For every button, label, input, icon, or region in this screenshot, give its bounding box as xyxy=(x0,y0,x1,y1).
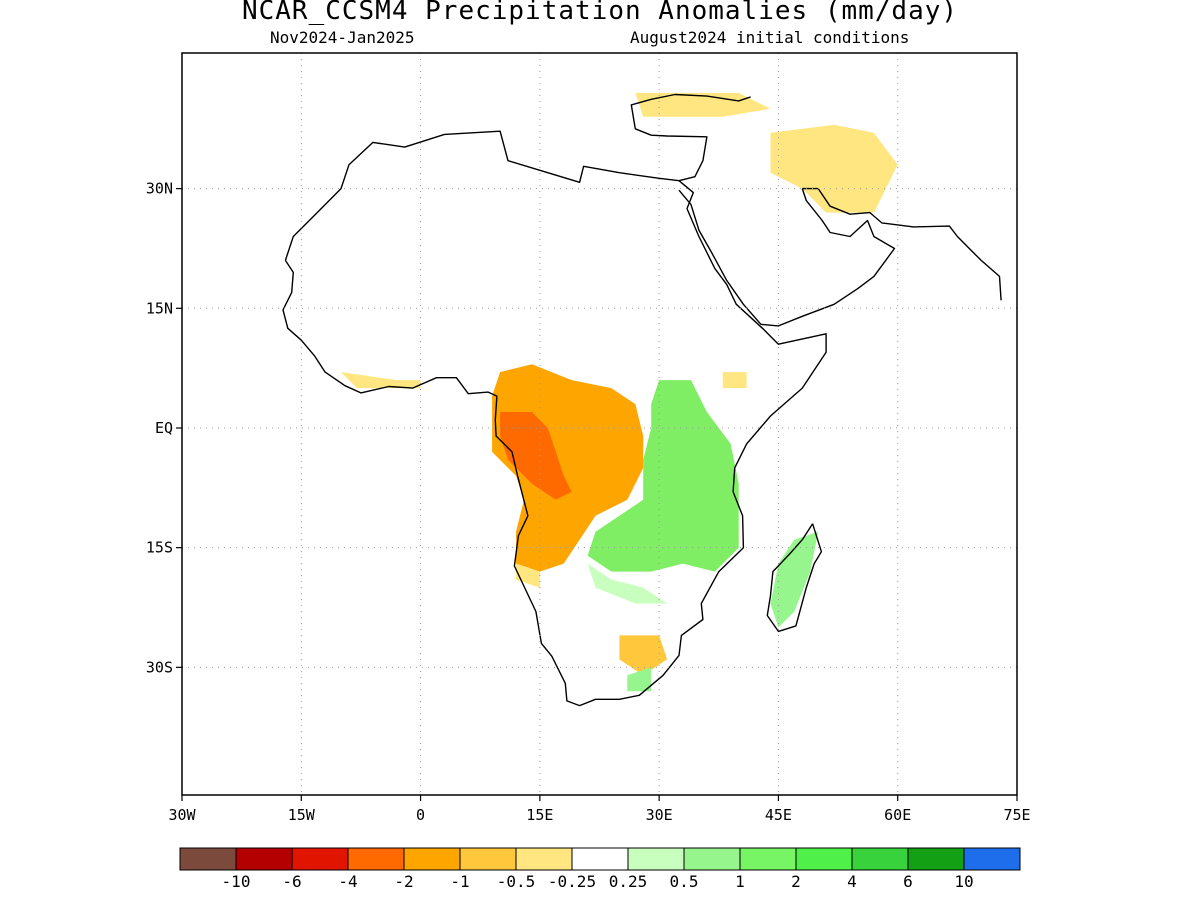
y-tick-label: 30S xyxy=(146,658,173,676)
colorbar-label: 1 xyxy=(735,872,745,891)
x-tick-label: 0 xyxy=(416,806,425,824)
x-tick-label: 15E xyxy=(526,806,553,824)
colorbar-label: 6 xyxy=(903,872,913,891)
colorbar-label: -0.5 xyxy=(497,872,536,891)
colorbar-swatch xyxy=(347,847,405,871)
colorbar-label: 10 xyxy=(954,872,973,891)
colorbar-label: -4 xyxy=(338,872,357,891)
colorbar-swatch xyxy=(459,847,517,871)
colorbar-label: -1 xyxy=(450,872,469,891)
colorbar-swatch xyxy=(795,847,853,871)
colorbar-swatch xyxy=(291,847,349,871)
colorbar-swatch xyxy=(851,847,909,871)
colorbar-swatch xyxy=(963,847,1021,871)
colorbar-swatch xyxy=(739,847,797,871)
colorbar-swatch xyxy=(179,847,237,871)
y-tick-label: 30N xyxy=(146,180,173,198)
colorbar-label: -6 xyxy=(282,872,301,891)
anomaly-madagascar-wet xyxy=(770,531,819,628)
x-tick-label: 45E xyxy=(765,806,792,824)
chart-title: NCAR_CCSM4 Precipitation Anomalies (mm/d… xyxy=(241,0,959,26)
y-tick-label: EQ xyxy=(155,419,173,437)
anomaly-horn-dry-fringe xyxy=(722,372,747,389)
anomaly-east-africa-wet xyxy=(587,380,739,572)
anomaly-congo-strong-dry xyxy=(500,412,572,500)
initial-conditions: August2024 initial conditions xyxy=(630,28,910,47)
anomaly-east-africa-light-wet xyxy=(587,563,668,604)
plot-frame xyxy=(181,52,1018,796)
colorbar-label: 4 xyxy=(847,872,857,891)
anomaly-mediterranean-dry xyxy=(635,92,771,117)
colorbar-swatch xyxy=(403,847,461,871)
coastline xyxy=(282,130,827,707)
colorbar-label: 0.5 xyxy=(670,872,699,891)
x-tick-label: 60E xyxy=(884,806,911,824)
colorbar-label: -10 xyxy=(222,872,251,891)
forecast-period: Nov2024-Jan2025 xyxy=(270,28,415,47)
colorbar-swatch xyxy=(571,847,629,871)
colorbar-swatch xyxy=(907,847,965,871)
x-tick-label: 75E xyxy=(1003,806,1030,824)
x-tick-label: 15W xyxy=(288,806,316,824)
colorbar-label: 0.25 xyxy=(609,872,648,891)
anomaly-west-africa-dry-fringe xyxy=(341,372,421,389)
anomaly-south-africa-dry xyxy=(619,635,668,676)
coastline xyxy=(630,93,751,182)
y-tick-label: 15S xyxy=(146,539,173,557)
colorbar-swatch xyxy=(515,847,573,871)
x-tick-label: 30W xyxy=(168,806,196,824)
colorbar-label: 2 xyxy=(791,872,801,891)
colorbar-label: -2 xyxy=(394,872,413,891)
colorbar-label: -0.25 xyxy=(548,872,596,891)
coastline xyxy=(766,523,823,633)
y-tick-label: 15N xyxy=(146,299,173,317)
anomaly-iran-dry xyxy=(770,124,898,213)
x-tick-label: 30E xyxy=(646,806,673,824)
colorbar-swatch xyxy=(627,847,685,871)
colorbar-swatch xyxy=(683,847,741,871)
anomaly-south-africa-wet xyxy=(627,667,652,692)
coastline xyxy=(678,188,896,327)
colorbar-swatch xyxy=(235,847,293,871)
coastline xyxy=(802,187,1002,301)
anomaly-angola-dry-fringe xyxy=(516,563,540,588)
